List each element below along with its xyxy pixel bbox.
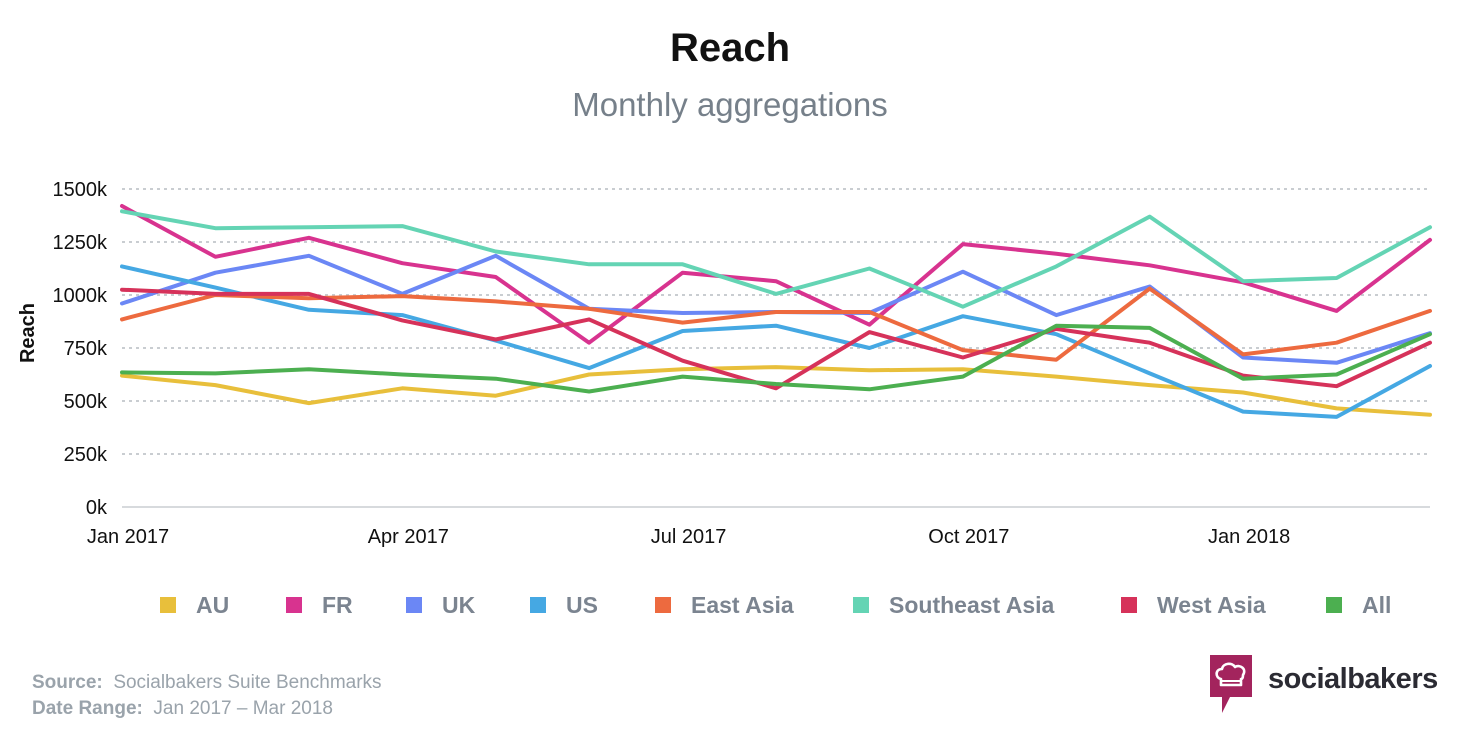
source-line: Source: Socialbakers Suite Benchmarks [32,672,382,694]
x-tick-label: Apr 2017 [368,526,449,548]
y-tick-label: 250k [64,444,108,466]
legend-swatch [853,597,869,613]
chart-subtitle: Monthly aggregations [572,86,888,123]
legend-label: AU [196,592,229,618]
series-line-southeast-asia [120,209,1432,309]
legend-swatch [406,597,422,613]
legend-swatch [1326,597,1342,613]
y-tick-label: 1000k [53,285,108,307]
legend: AU FR UK US East Asia Southeast Asia West Asia… [160,592,1391,618]
legend-label: West Asia [1157,592,1266,618]
legend-swatch [655,597,671,613]
source-label: Source: [32,672,103,693]
date-range-line: Date Range: Jan 2017 – Mar 2018 [32,698,333,720]
series-line-west-asia [120,287,1432,391]
y-tick-label: 750k [64,338,108,360]
x-tick-label: Jan 2017 [87,526,169,548]
legend-label: FR [322,592,353,618]
legend-swatch [160,597,176,613]
legend-label: Southeast Asia [889,592,1055,618]
socialbakers-logo[interactable]: socialbakers [1210,655,1440,715]
brand-name: socialbakers [1268,663,1438,695]
y-tick-label: 0k [86,497,108,519]
y-axis-label: Reach [17,303,39,363]
x-tick-label: Jul 2017 [651,526,727,548]
y-tick-label: 1250k [53,232,108,254]
y-axis: 0k 250k 500k 750k 1000k 1250k 1500k [53,179,108,519]
legend-label: East Asia [691,592,794,618]
legend-swatch [530,597,546,613]
series-line-east-asia [120,286,1432,362]
y-tick-label: 500k [64,391,108,413]
series-line-all [120,323,1432,394]
legend-swatch [286,597,302,613]
chart-title: Reach [669,26,791,70]
y-tick-label: 1500k [53,179,108,201]
source-value: Socialbakers Suite Benchmarks [113,672,382,693]
legend-label: All [1362,592,1391,618]
series-line-us [120,264,1432,419]
date-range-value: Jan 2017 – Mar 2018 [153,698,333,719]
legend-label: US [566,592,598,618]
reach-line-chart: 0k 250k 500k 750k 1000k 1250k 1500k Jan 2017 Ap… [17,179,1432,618]
x-tick-label: Oct 2017 [928,526,1009,548]
x-tick-label: Jan 2018 [1208,526,1290,548]
date-range-label: Date Range: [32,698,143,719]
x-axis: Jan 2017 Apr 2017 Jul 2017 Oct 2017 Jan 2018 [87,506,1430,548]
series-lines [120,204,1432,419]
series-line-fr [120,204,1432,345]
chef-hat-speech-bubble-icon [1210,655,1252,713]
series-line-au [120,365,1432,417]
legend-swatch [1121,597,1137,613]
legend-label: UK [442,592,476,618]
